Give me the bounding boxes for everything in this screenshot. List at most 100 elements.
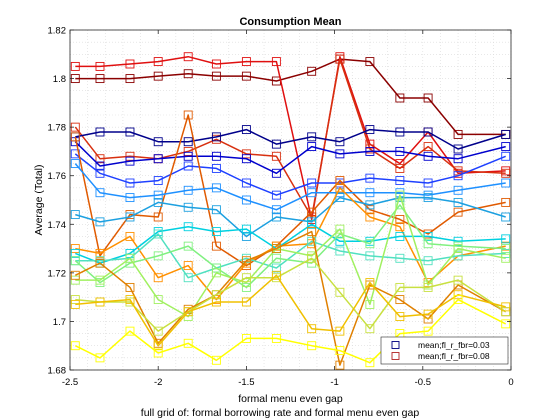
data-point	[183, 52, 193, 62]
data-point	[365, 57, 375, 67]
data-point	[365, 205, 375, 215]
data-point	[211, 183, 221, 193]
data-point	[335, 360, 345, 370]
data-point	[501, 319, 511, 329]
y-tick-label: 1.74	[48, 220, 67, 231]
data-point	[423, 231, 433, 241]
data-point	[271, 263, 281, 273]
data-point	[153, 57, 163, 67]
data-point	[365, 200, 375, 210]
plot-area	[70, 52, 511, 370]
data-point	[423, 151, 433, 161]
data-point	[307, 324, 317, 334]
data-point	[241, 71, 251, 81]
data-point	[70, 295, 80, 305]
series-line-s9	[75, 196, 506, 238]
data-point	[423, 239, 433, 249]
data-point	[501, 151, 511, 161]
data-point	[335, 326, 345, 336]
data-point	[241, 154, 251, 164]
data-point	[365, 212, 375, 222]
data-point	[501, 307, 511, 317]
data-point	[453, 244, 463, 254]
data-point	[241, 282, 251, 292]
data-point	[395, 282, 405, 292]
data-point	[183, 161, 193, 171]
data-point	[70, 275, 80, 285]
x-tick-label: 0	[508, 377, 513, 388]
data-point	[95, 297, 105, 307]
data-point	[395, 312, 405, 322]
data-point	[125, 282, 135, 292]
data-point	[271, 244, 281, 254]
data-point	[395, 222, 405, 232]
data-point	[453, 236, 463, 246]
data-point	[95, 61, 105, 71]
data-point	[125, 253, 135, 263]
x-tick-label: -2.5	[62, 377, 78, 388]
data-point	[95, 275, 105, 285]
y-tick-label: 1.7	[53, 317, 66, 328]
data-point	[453, 251, 463, 261]
data-point	[271, 212, 281, 222]
data-point	[153, 251, 163, 261]
x-tick-label: -0.5	[415, 377, 431, 388]
x-tick-label: -2	[154, 377, 162, 388]
data-point	[453, 280, 463, 290]
data-point	[125, 178, 135, 188]
series-line-s3	[74, 58, 506, 218]
data-point	[70, 210, 80, 220]
legend-marker-mean-fbr-0-03	[391, 341, 400, 349]
data-point	[423, 193, 433, 203]
data-point	[335, 287, 345, 297]
data-point	[453, 185, 463, 195]
data-point	[307, 236, 317, 246]
data-point	[153, 348, 163, 358]
data-point	[423, 256, 433, 266]
data-point	[395, 176, 405, 186]
data-point	[183, 307, 193, 317]
data-point	[271, 253, 281, 263]
data-point	[125, 59, 135, 69]
data-point	[211, 241, 221, 251]
data-point	[271, 205, 281, 215]
data-point	[307, 142, 317, 152]
axes-box	[69, 29, 512, 371]
data-point	[453, 166, 463, 176]
data-point	[395, 93, 405, 103]
data-point	[335, 193, 345, 203]
data-point	[70, 132, 80, 142]
data-point	[211, 268, 221, 278]
data-point	[70, 248, 80, 258]
data-point	[183, 146, 193, 156]
data-point	[211, 290, 221, 300]
data-point	[423, 178, 433, 188]
data-point	[307, 341, 317, 351]
data-point	[501, 253, 511, 263]
data-point	[153, 326, 163, 336]
data-point	[423, 309, 433, 319]
data-point	[183, 151, 193, 161]
chart-title: Consumption Mean	[239, 16, 341, 28]
data-point	[423, 314, 433, 324]
data-point	[70, 299, 80, 309]
data-point	[395, 231, 405, 241]
data-point	[183, 69, 193, 79]
series-line-s2	[75, 55, 506, 221]
data-point	[501, 142, 511, 152]
legend: mean;fl_r_fbr=0.03 mean;fl_r_fbr=0.08	[380, 336, 509, 365]
x-tick-label: -1	[330, 377, 338, 388]
data-point	[241, 256, 251, 266]
data-point	[501, 168, 511, 178]
data-point	[95, 188, 105, 198]
y-tick-label: 1.78	[48, 123, 67, 134]
x-tick-label: -1.5	[238, 377, 254, 388]
series-line-s18	[74, 298, 507, 364]
data-point	[395, 190, 405, 200]
y-axis-label: Average (Total)	[33, 164, 45, 235]
data-point	[183, 110, 193, 120]
data-point	[125, 231, 135, 241]
data-point	[335, 183, 345, 193]
data-point	[125, 156, 135, 166]
data-point	[183, 261, 193, 271]
